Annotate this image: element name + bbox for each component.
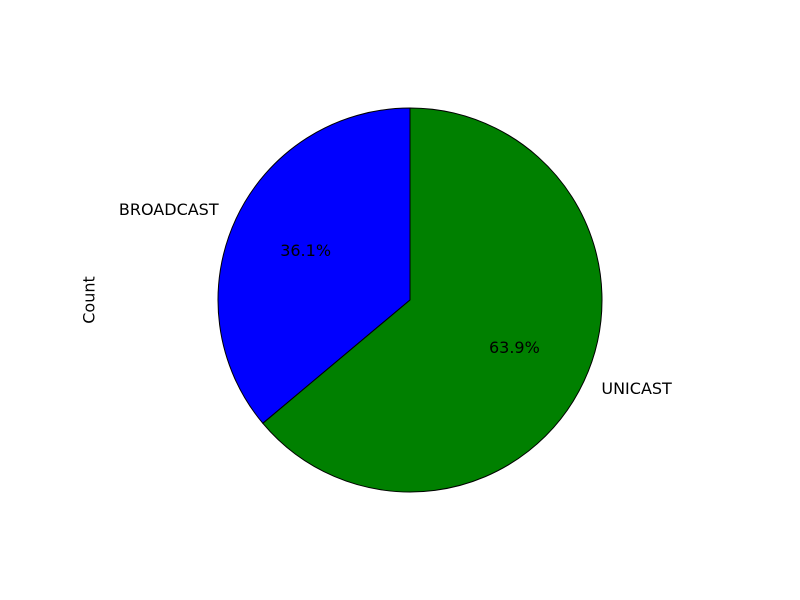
pie-labels: BROADCAST 36.1% UNICAST 63.9% — [119, 200, 672, 398]
pie-slice-unicast — [262, 107, 603, 493]
slice-label-unicast: UNICAST — [601, 379, 672, 398]
slice-percent-broadcast: 36.1% — [280, 241, 331, 260]
pie-slices — [217, 107, 603, 493]
y-axis-label: Count — [80, 276, 99, 324]
pie-slice-broadcast — [217, 107, 411, 424]
slice-label-broadcast: BROADCAST — [119, 200, 219, 219]
slice-percent-unicast: 63.9% — [489, 338, 540, 357]
